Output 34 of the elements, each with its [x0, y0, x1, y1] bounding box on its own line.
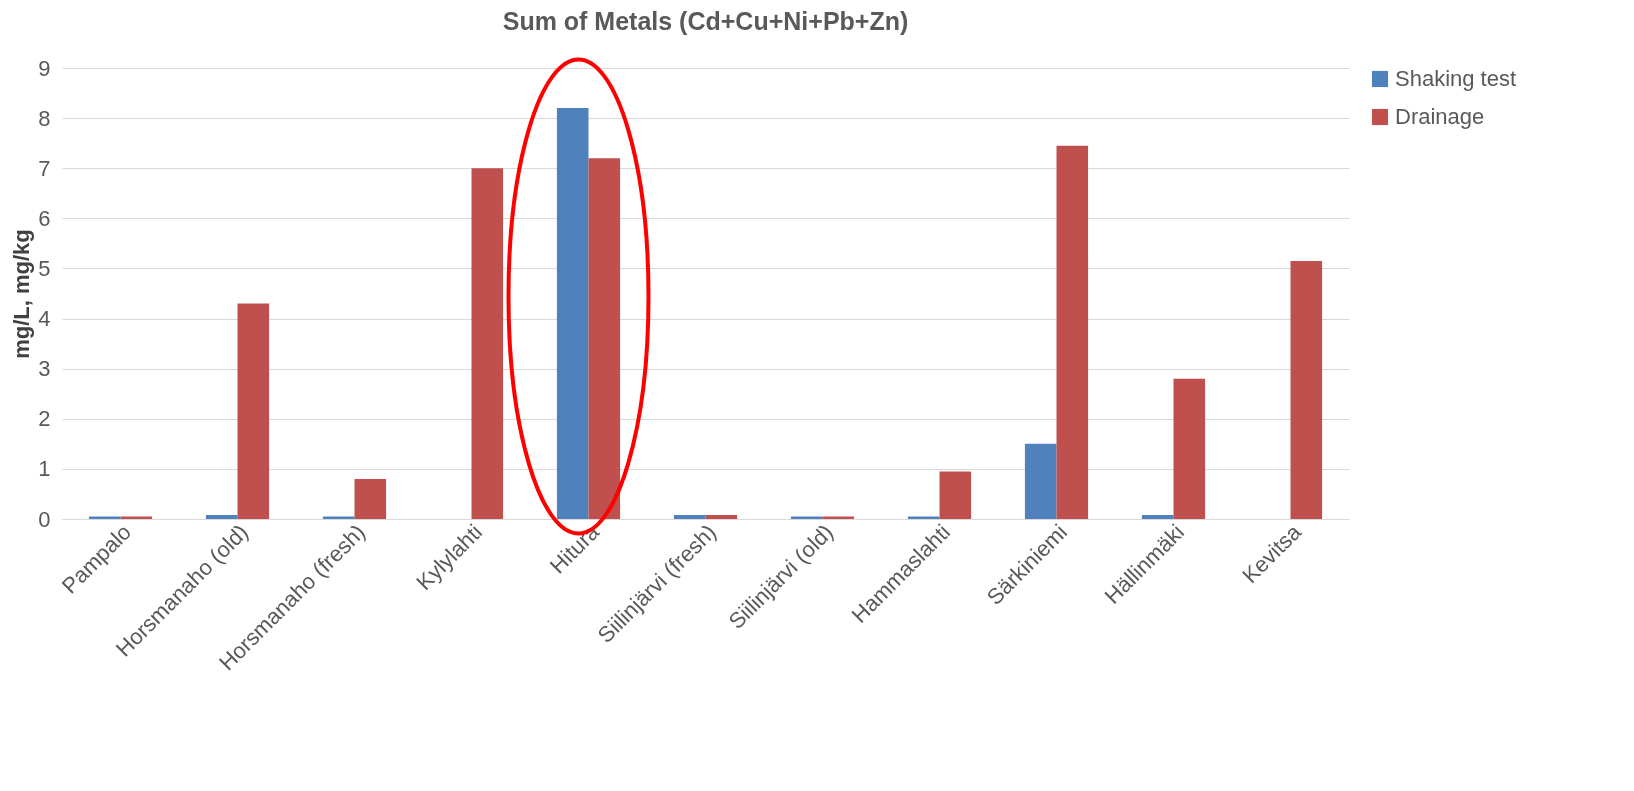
bar [354, 478, 387, 519]
bar [822, 516, 855, 519]
bar [1173, 378, 1206, 519]
bar [237, 303, 270, 519]
legend-label: Shaking test [1395, 66, 1517, 91]
bar [939, 471, 972, 519]
bar [1141, 514, 1174, 519]
bar [705, 514, 738, 519]
bar [205, 514, 238, 519]
legend-label: Drainage [1395, 104, 1485, 129]
y-tick-label: 4 [38, 306, 51, 332]
chart-title: Sum of Metals (Cd+Cu+Ni+Pb+Zn) [502, 7, 909, 35]
bar [1290, 260, 1323, 519]
y-tick-label: 5 [38, 255, 51, 281]
bar [322, 516, 355, 519]
y-tick-label: 2 [38, 406, 51, 432]
bar [673, 514, 706, 519]
y-axis-title: mg/L, mg/kg [9, 229, 35, 359]
y-tick-label: 7 [38, 155, 51, 181]
bar [556, 108, 589, 519]
y-tick-label: 0 [38, 506, 51, 532]
y-tick-label: 6 [38, 205, 51, 231]
bar [471, 168, 504, 519]
y-tick-label: 9 [38, 55, 51, 81]
bar [907, 516, 940, 519]
bar [88, 516, 121, 519]
bar [790, 516, 823, 519]
y-tick-label: 1 [38, 456, 51, 482]
bar [588, 158, 621, 519]
bar [1056, 145, 1089, 519]
bar [1024, 443, 1057, 519]
bar [120, 516, 153, 519]
y-tick-label: 3 [38, 356, 51, 382]
y-tick-label: 8 [38, 105, 51, 131]
